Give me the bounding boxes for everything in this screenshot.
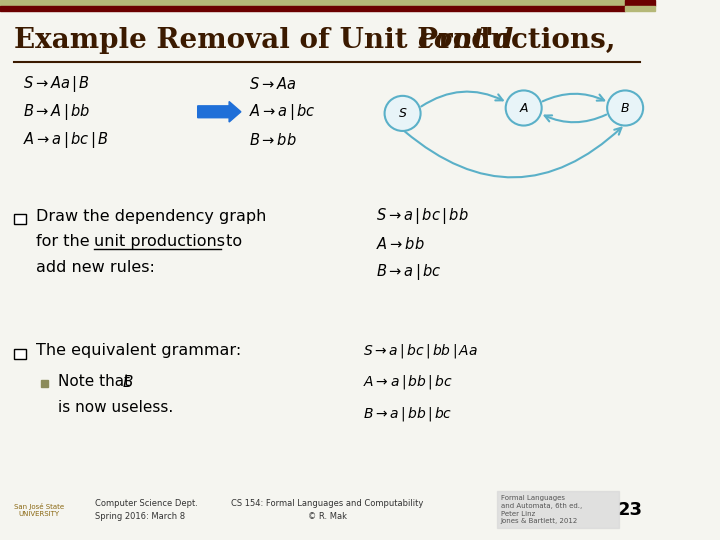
Text: $A \rightarrow bb$: $A \rightarrow bb$ — [377, 236, 425, 252]
Bar — [0, 6, 625, 11]
Text: B: B — [621, 102, 629, 114]
FancyArrow shape — [198, 102, 241, 122]
Text: for the: for the — [36, 234, 95, 249]
Text: $S \rightarrow a\,|\,bc\,|\,bb\,|\,Aa$: $S \rightarrow a\,|\,bc\,|\,bb\,|\,Aa$ — [364, 342, 478, 360]
Bar — [625, 6, 654, 11]
Text: $S \rightarrow a\,|\,bc\,|\,bb$: $S \rightarrow a\,|\,bc\,|\,bb$ — [377, 206, 469, 226]
Text: to: to — [221, 234, 243, 249]
Text: Peter Linz: Peter Linz — [501, 510, 535, 517]
Text: $A \rightarrow a\,|\,bb\,|\,bc$: $A \rightarrow a\,|\,bb\,|\,bc$ — [364, 373, 454, 392]
FancyArrowPatch shape — [543, 94, 604, 102]
Text: S: S — [399, 107, 407, 120]
Text: unit productions: unit productions — [94, 234, 225, 249]
Text: CS 154: Formal Languages and Computability: CS 154: Formal Languages and Computabili… — [231, 500, 423, 508]
Text: $A \rightarrow a\,|\,bc$: $A \rightarrow a\,|\,bc$ — [248, 102, 315, 122]
Bar — [498, 491, 618, 528]
Text: A: A — [519, 102, 528, 114]
Text: Example Removal of Unit Productions,: Example Removal of Unit Productions, — [14, 27, 626, 54]
FancyArrowPatch shape — [405, 127, 621, 178]
Text: $B \rightarrow A\,|\,bb$: $B \rightarrow A\,|\,bb$ — [23, 102, 91, 122]
Text: $B \rightarrow a\,|\,bb\,|\,bc$: $B \rightarrow a\,|\,bb\,|\,bc$ — [364, 404, 453, 423]
Text: and Automata, 6th ed.,: and Automata, 6th ed., — [501, 503, 582, 509]
Text: $S \rightarrow Aa$: $S \rightarrow Aa$ — [248, 76, 296, 92]
Text: $A \rightarrow a\,|\,bc\,|\,B$: $A \rightarrow a\,|\,bc\,|\,B$ — [23, 130, 109, 150]
Text: add new rules:: add new rules: — [36, 260, 155, 275]
FancyArrowPatch shape — [544, 114, 606, 122]
Text: $B$: $B$ — [122, 374, 134, 390]
Text: 23: 23 — [618, 501, 643, 519]
Text: Note that: Note that — [58, 374, 135, 389]
Text: $S \rightarrow Aa\,|\,B$: $S \rightarrow Aa\,|\,B$ — [23, 73, 90, 94]
Ellipse shape — [607, 90, 643, 126]
Text: cont'd: cont'd — [417, 27, 513, 54]
Bar — [625, 0, 654, 6]
FancyArrowPatch shape — [421, 92, 503, 106]
Bar — [0, 0, 625, 6]
Text: is now useless.: is now useless. — [58, 400, 174, 415]
Text: $B \rightarrow bb$: $B \rightarrow bb$ — [248, 132, 297, 148]
Bar — [14, 214, 26, 224]
Text: Draw the dependency graph: Draw the dependency graph — [36, 208, 266, 224]
Text: The equivalent grammar:: The equivalent grammar: — [36, 343, 241, 359]
Ellipse shape — [505, 90, 541, 126]
Text: San José State
UNIVERSITY: San José State UNIVERSITY — [14, 503, 64, 517]
Text: Formal Languages: Formal Languages — [501, 495, 564, 502]
Text: $B \rightarrow a\,|\,bc$: $B \rightarrow a\,|\,bc$ — [377, 262, 442, 282]
Text: Computer Science Dept.: Computer Science Dept. — [95, 500, 198, 508]
Text: Spring 2016: March 8: Spring 2016: March 8 — [95, 512, 185, 521]
Bar — [40, 380, 48, 387]
Ellipse shape — [384, 96, 420, 131]
Text: Jones & Bartlett, 2012: Jones & Bartlett, 2012 — [501, 518, 578, 524]
Text: © R. Mak: © R. Mak — [307, 512, 347, 521]
Bar — [14, 349, 26, 359]
